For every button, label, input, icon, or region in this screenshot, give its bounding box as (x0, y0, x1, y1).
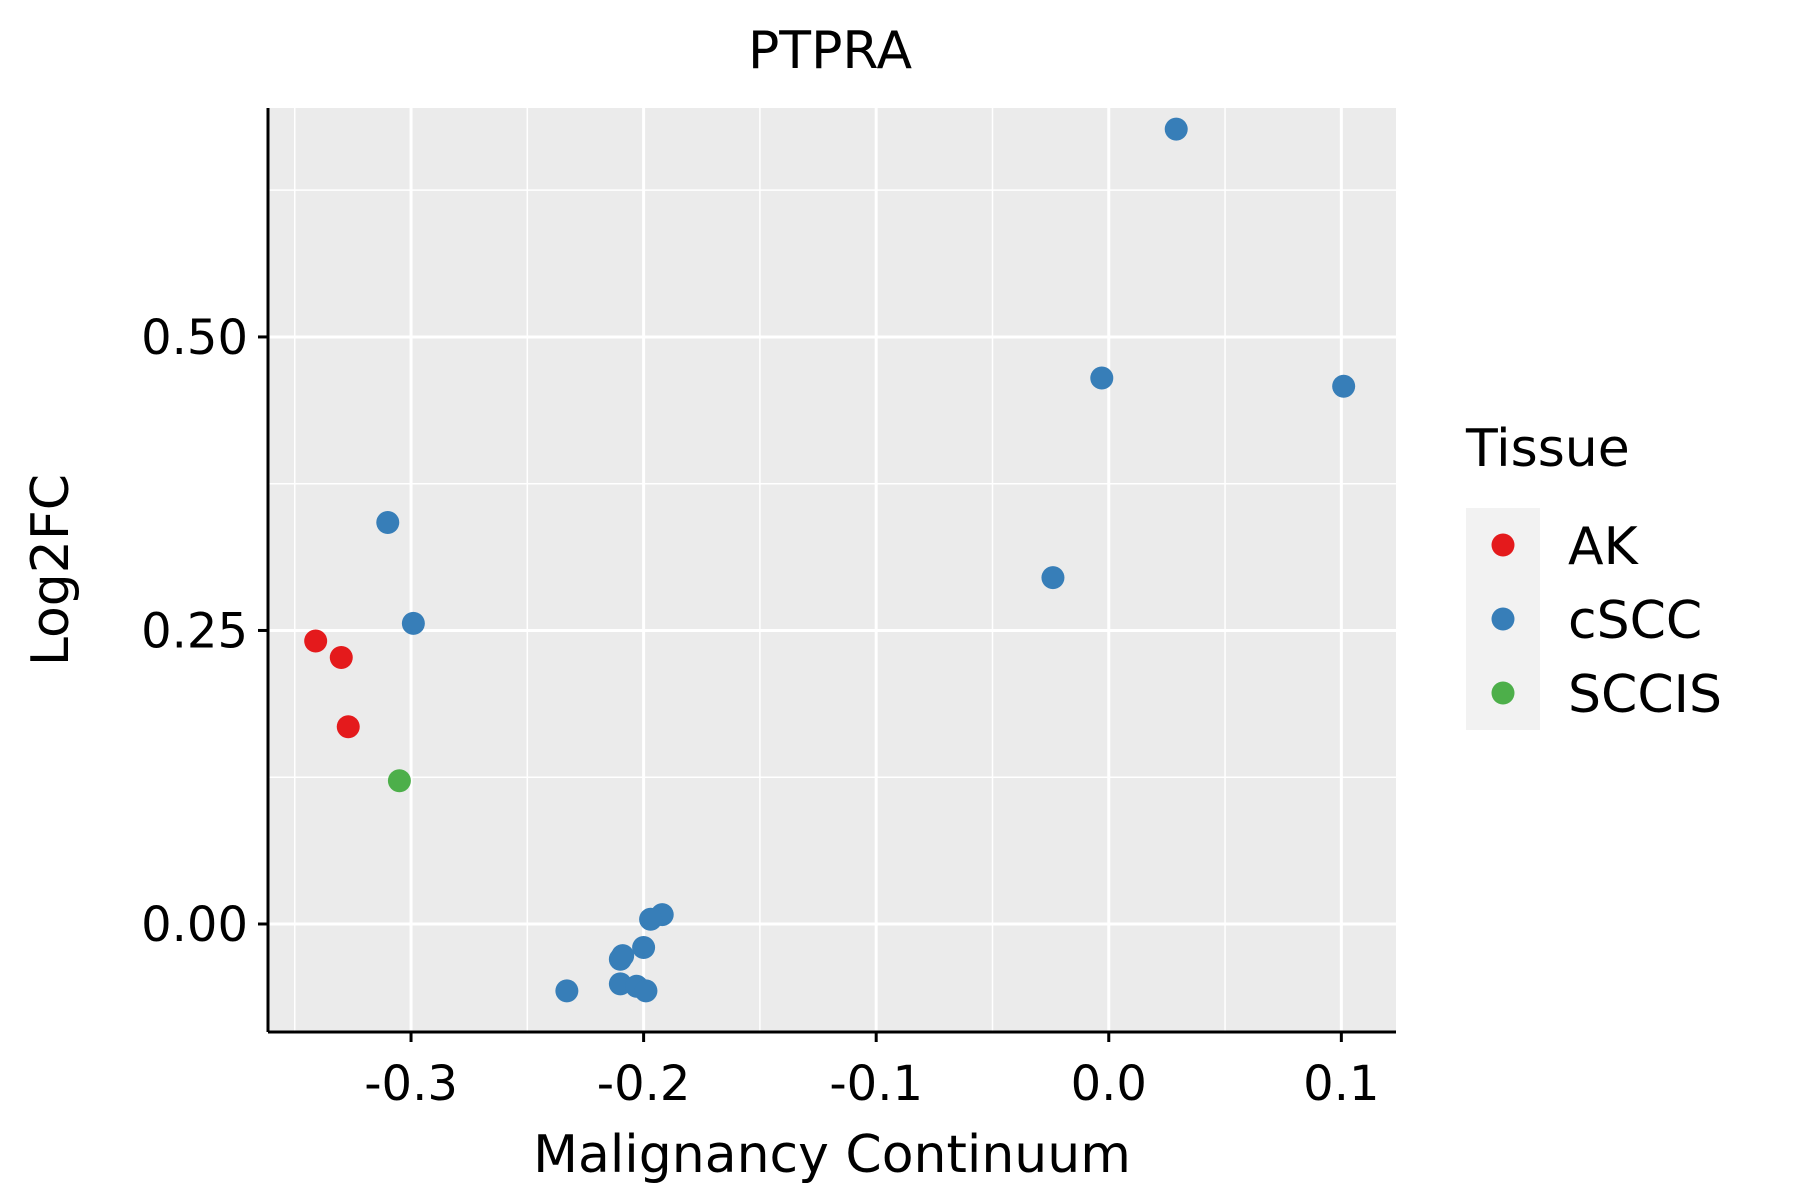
legend: Tissue AK cSCC SCCIS (1465, 419, 1722, 730)
grid-minor (268, 108, 1396, 1032)
x-tick-label: -0.3 (364, 1056, 458, 1112)
chart-title: PTPRA (748, 21, 913, 81)
data-point-cscc (1164, 117, 1188, 141)
data-point-cscc (632, 935, 656, 959)
data-point-cscc (401, 611, 425, 635)
legend-title: Tissue (1465, 419, 1630, 479)
x-axis-title: Malignancy Continuum (533, 1125, 1131, 1185)
y-axis-title: Log2FC (21, 474, 81, 666)
legend-key-cscc (1491, 607, 1515, 631)
data-point-cscc (639, 907, 663, 931)
legend-key-ak (1491, 533, 1515, 557)
legend-key-sccis (1491, 681, 1515, 705)
grid-major (268, 108, 1396, 1032)
x-tick-label: -0.1 (829, 1056, 923, 1112)
data-point-cscc (634, 979, 658, 1003)
data-point-ak (304, 629, 328, 653)
y-tick-label: 0.25 (141, 603, 248, 659)
x-axis-ticks: -0.3 -0.2 -0.1 0.0 0.1 (364, 1032, 1380, 1112)
x-tick-label: 0.0 (1071, 1056, 1147, 1112)
data-point-cscc (1090, 366, 1114, 390)
y-tick-label: 0.50 (141, 310, 248, 366)
legend-label-ak: AK (1568, 517, 1640, 577)
legend-label-sccis: SCCIS (1568, 665, 1722, 725)
data-points (304, 117, 1356, 1003)
plot-panel (268, 108, 1396, 1032)
x-tick-label: 0.1 (1303, 1056, 1379, 1112)
data-point-cscc (1332, 374, 1356, 398)
x-tick-label: -0.2 (597, 1056, 691, 1112)
data-point-ak (336, 715, 360, 739)
y-tick-label: 0.00 (141, 897, 248, 953)
data-point-cscc (555, 979, 579, 1003)
y-axis-ticks: 0.00 0.25 0.50 (141, 310, 268, 953)
legend-label-cscc: cSCC (1568, 591, 1702, 651)
data-point-cscc (1041, 566, 1065, 590)
data-point-sccis (387, 769, 411, 793)
data-point-ak (329, 645, 353, 669)
data-point-cscc (376, 510, 400, 534)
data-point-cscc (608, 947, 632, 971)
